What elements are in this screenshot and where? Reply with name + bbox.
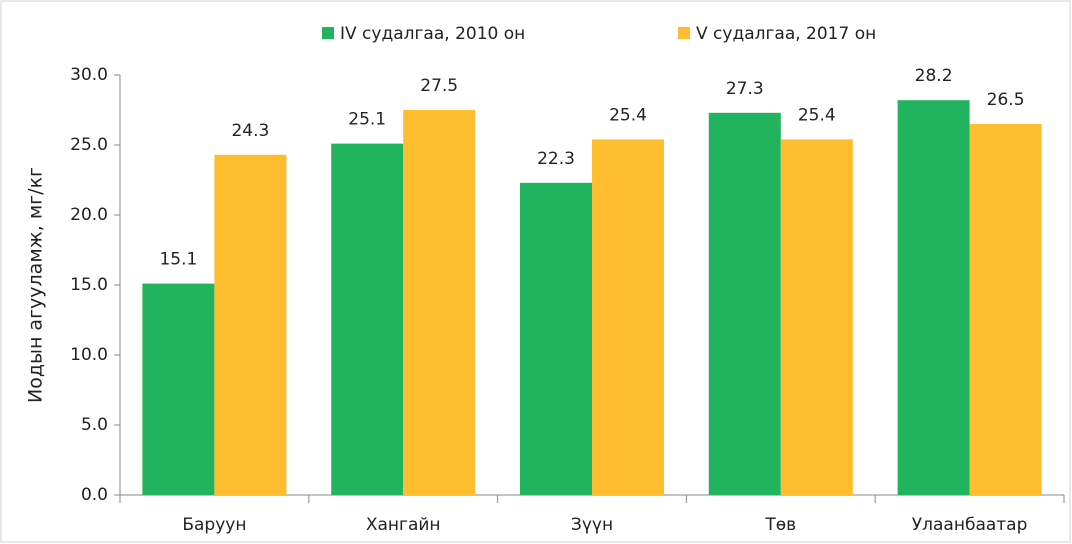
bar: [142, 283, 215, 495]
y-tick-label: 15.0: [70, 275, 108, 295]
data-label: 25.4: [609, 105, 647, 125]
data-label: 25.4: [798, 105, 836, 125]
data-label: 27.5: [420, 76, 458, 96]
x-tick-label: Улаанбаатар: [912, 515, 1028, 535]
y-tick-label: 10.0: [70, 345, 108, 365]
legend-label: IV судалгаа, 2010 он: [340, 24, 525, 44]
legend-swatch: [678, 27, 690, 39]
bar: [780, 139, 853, 495]
x-tick-label: Зүүн: [571, 515, 613, 535]
bar: [897, 100, 970, 495]
data-label: 22.3: [537, 149, 575, 169]
x-tick-label: Төв: [764, 515, 796, 535]
data-label: 24.3: [231, 121, 269, 141]
y-tick-label: 20.0: [70, 205, 108, 225]
x-tick-label: Хангайн: [366, 515, 441, 535]
bar: [214, 154, 287, 496]
y-axis-title: Иодын агууламж, мг/кг: [25, 167, 47, 403]
y-tick-label: 5.0: [81, 415, 108, 435]
bar: [331, 143, 404, 495]
data-label: 26.5: [987, 90, 1025, 110]
bar: [708, 112, 781, 496]
bar: [592, 139, 664, 495]
y-tick-label: 30.0: [70, 65, 108, 85]
bar: [403, 110, 476, 495]
y-tick-label: 0.0: [81, 485, 108, 505]
data-label: 25.1: [348, 110, 386, 130]
x-tick-label: Баруун: [182, 515, 246, 535]
y-tick-label: 25.0: [70, 135, 108, 155]
bar: [969, 124, 1042, 495]
legend-swatch: [322, 27, 334, 39]
data-label: 28.2: [915, 66, 953, 86]
data-label: 27.3: [726, 79, 764, 99]
data-label: 15.1: [159, 250, 197, 270]
legend-label: V судалгаа, 2017 он: [696, 24, 876, 44]
bar: [520, 182, 592, 496]
